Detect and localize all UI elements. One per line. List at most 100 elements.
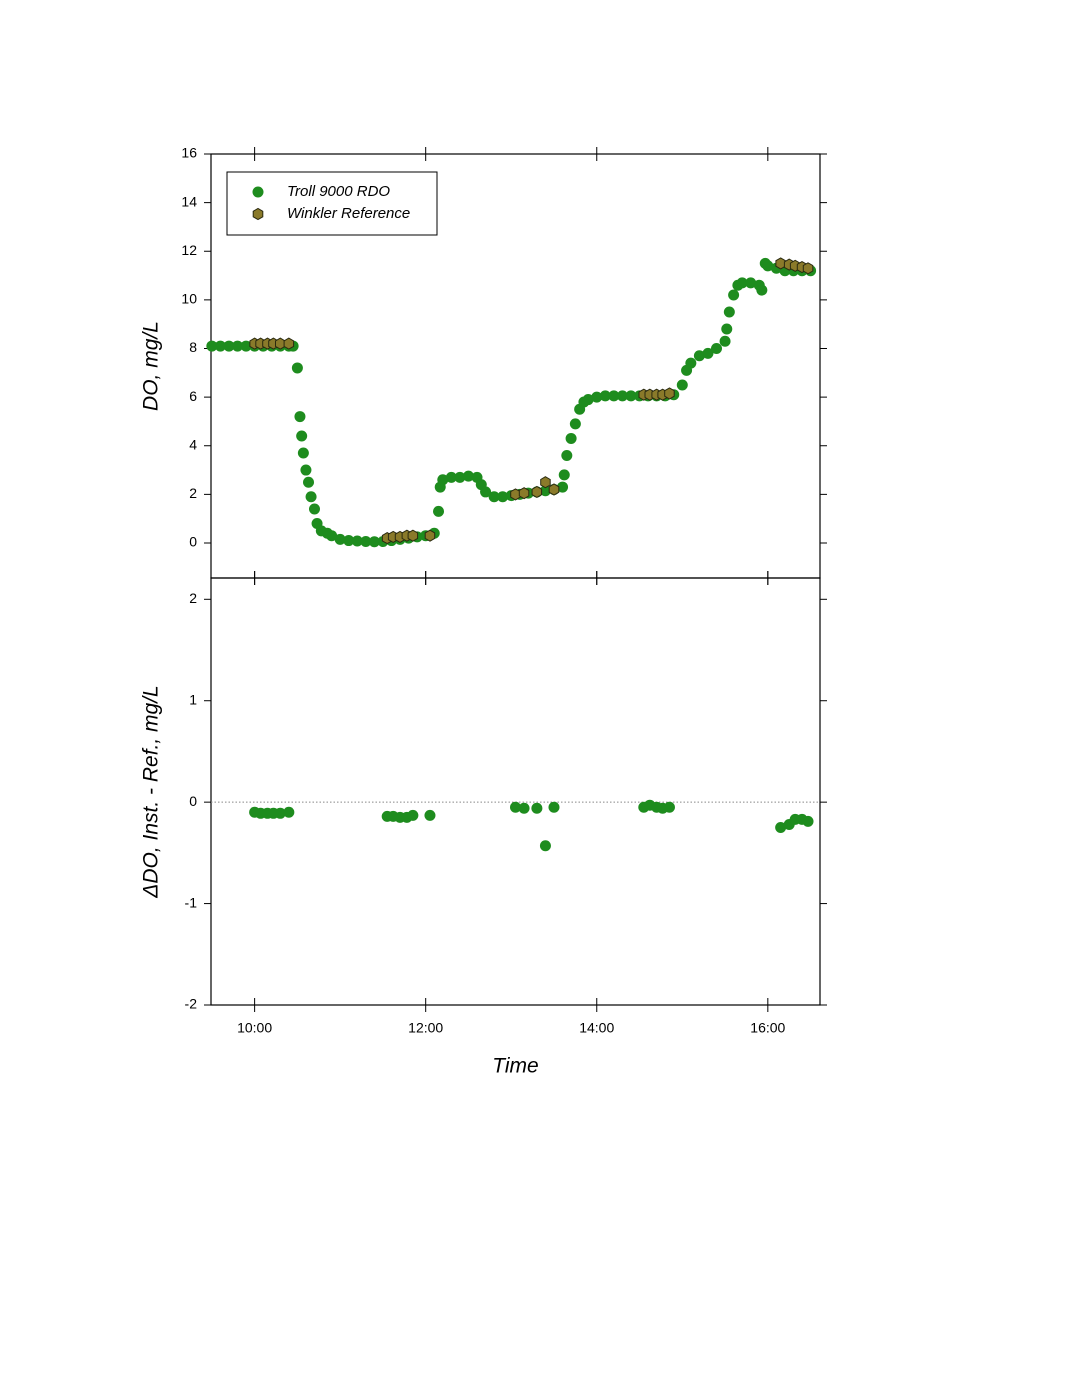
y-tick-label: 10 (181, 291, 197, 307)
data-point (424, 529, 436, 542)
data-point (736, 277, 748, 289)
y-tick-label: -1 (185, 894, 198, 910)
data-point (539, 840, 551, 852)
legend-label: Winkler Reference (287, 205, 410, 222)
y-tick-label: -2 (185, 996, 198, 1012)
x-tick-label: 12:00 (408, 1020, 443, 1036)
y-axis-label: DO, mg/L (140, 321, 163, 411)
data-point (762, 260, 774, 272)
data-point (206, 340, 218, 352)
data-point (275, 337, 286, 350)
data-point (343, 535, 355, 547)
data-point (561, 449, 573, 461)
data-point (775, 257, 786, 270)
data-point (802, 815, 814, 827)
data-point (540, 476, 551, 489)
y-tick-label: 0 (189, 534, 197, 550)
data-point (802, 262, 814, 275)
y-tick-label: 6 (189, 388, 197, 404)
data-point (775, 822, 787, 834)
data-point (599, 390, 611, 402)
data-point (510, 801, 521, 813)
plot-frame (210, 577, 821, 1006)
y-tick-label: 2 (189, 485, 197, 501)
data-point (232, 340, 244, 352)
data-point (531, 485, 543, 498)
data-point (488, 491, 500, 503)
data-point (368, 536, 380, 548)
data-point (728, 289, 740, 301)
data-point (569, 418, 581, 430)
legend-label: Troll 9000 RDO (287, 183, 390, 200)
data-point (723, 306, 735, 318)
data-point (719, 335, 731, 347)
y-tick-label: 16 (181, 145, 197, 161)
data-point (305, 491, 317, 503)
data-point (360, 536, 372, 548)
data-point (664, 387, 675, 400)
data-point (518, 802, 530, 814)
legend-box (226, 171, 438, 236)
y-tick-label: 1 (189, 691, 197, 707)
data-point (539, 485, 551, 497)
data-point (297, 447, 309, 459)
y-axis-label: ΔDO, Inst. - Ref., mg/L (140, 685, 163, 898)
data-point (283, 806, 295, 818)
data-point (294, 411, 306, 423)
data-point (291, 362, 303, 374)
data-point (565, 432, 577, 444)
data-point (745, 277, 757, 289)
data-point (303, 476, 315, 488)
legend-marker (252, 186, 264, 198)
y-tick-label: 14 (181, 193, 197, 209)
data-point (433, 505, 445, 517)
data-point (283, 337, 295, 350)
data-point (214, 340, 226, 352)
x-tick-label: 16:00 (750, 1020, 785, 1036)
y-tick-label: 8 (189, 339, 197, 355)
y-tick-label: 4 (189, 436, 197, 452)
y-tick-label: 2 (189, 590, 197, 606)
data-point (591, 391, 603, 403)
data-point (240, 340, 252, 352)
data-point (756, 284, 768, 296)
data-point (557, 481, 569, 493)
data-point (582, 394, 594, 406)
data-point (663, 801, 675, 813)
data-point (407, 809, 419, 821)
y-tick-label: 0 (189, 793, 197, 809)
data-point (702, 347, 714, 359)
data-point (334, 533, 346, 545)
data-point (351, 535, 363, 547)
data-point (711, 342, 723, 354)
data-point (625, 390, 637, 402)
data-point (296, 430, 308, 442)
data-point (308, 503, 320, 515)
data-point (531, 802, 543, 814)
data-point (300, 464, 312, 476)
data-point (437, 474, 449, 486)
data-point (608, 390, 620, 402)
data-point (462, 470, 474, 482)
data-point (548, 801, 560, 813)
legend-marker (252, 207, 264, 221)
data-point (445, 471, 457, 483)
data-point (558, 469, 570, 481)
data-point (616, 390, 628, 402)
x-tick-label: 10:00 (237, 1020, 272, 1036)
data-point (548, 483, 560, 496)
data-point (497, 491, 509, 503)
x-axis-label: Time (492, 1055, 538, 1078)
data-point (407, 529, 419, 542)
data-point (326, 530, 338, 542)
data-point (454, 471, 466, 483)
x-tick-label: 14:00 (579, 1020, 614, 1036)
data-point (274, 807, 286, 819)
data-point (424, 809, 436, 821)
data-point (518, 487, 530, 500)
y-tick-label: 12 (181, 242, 197, 258)
data-point (223, 340, 235, 352)
data-point (676, 379, 688, 391)
